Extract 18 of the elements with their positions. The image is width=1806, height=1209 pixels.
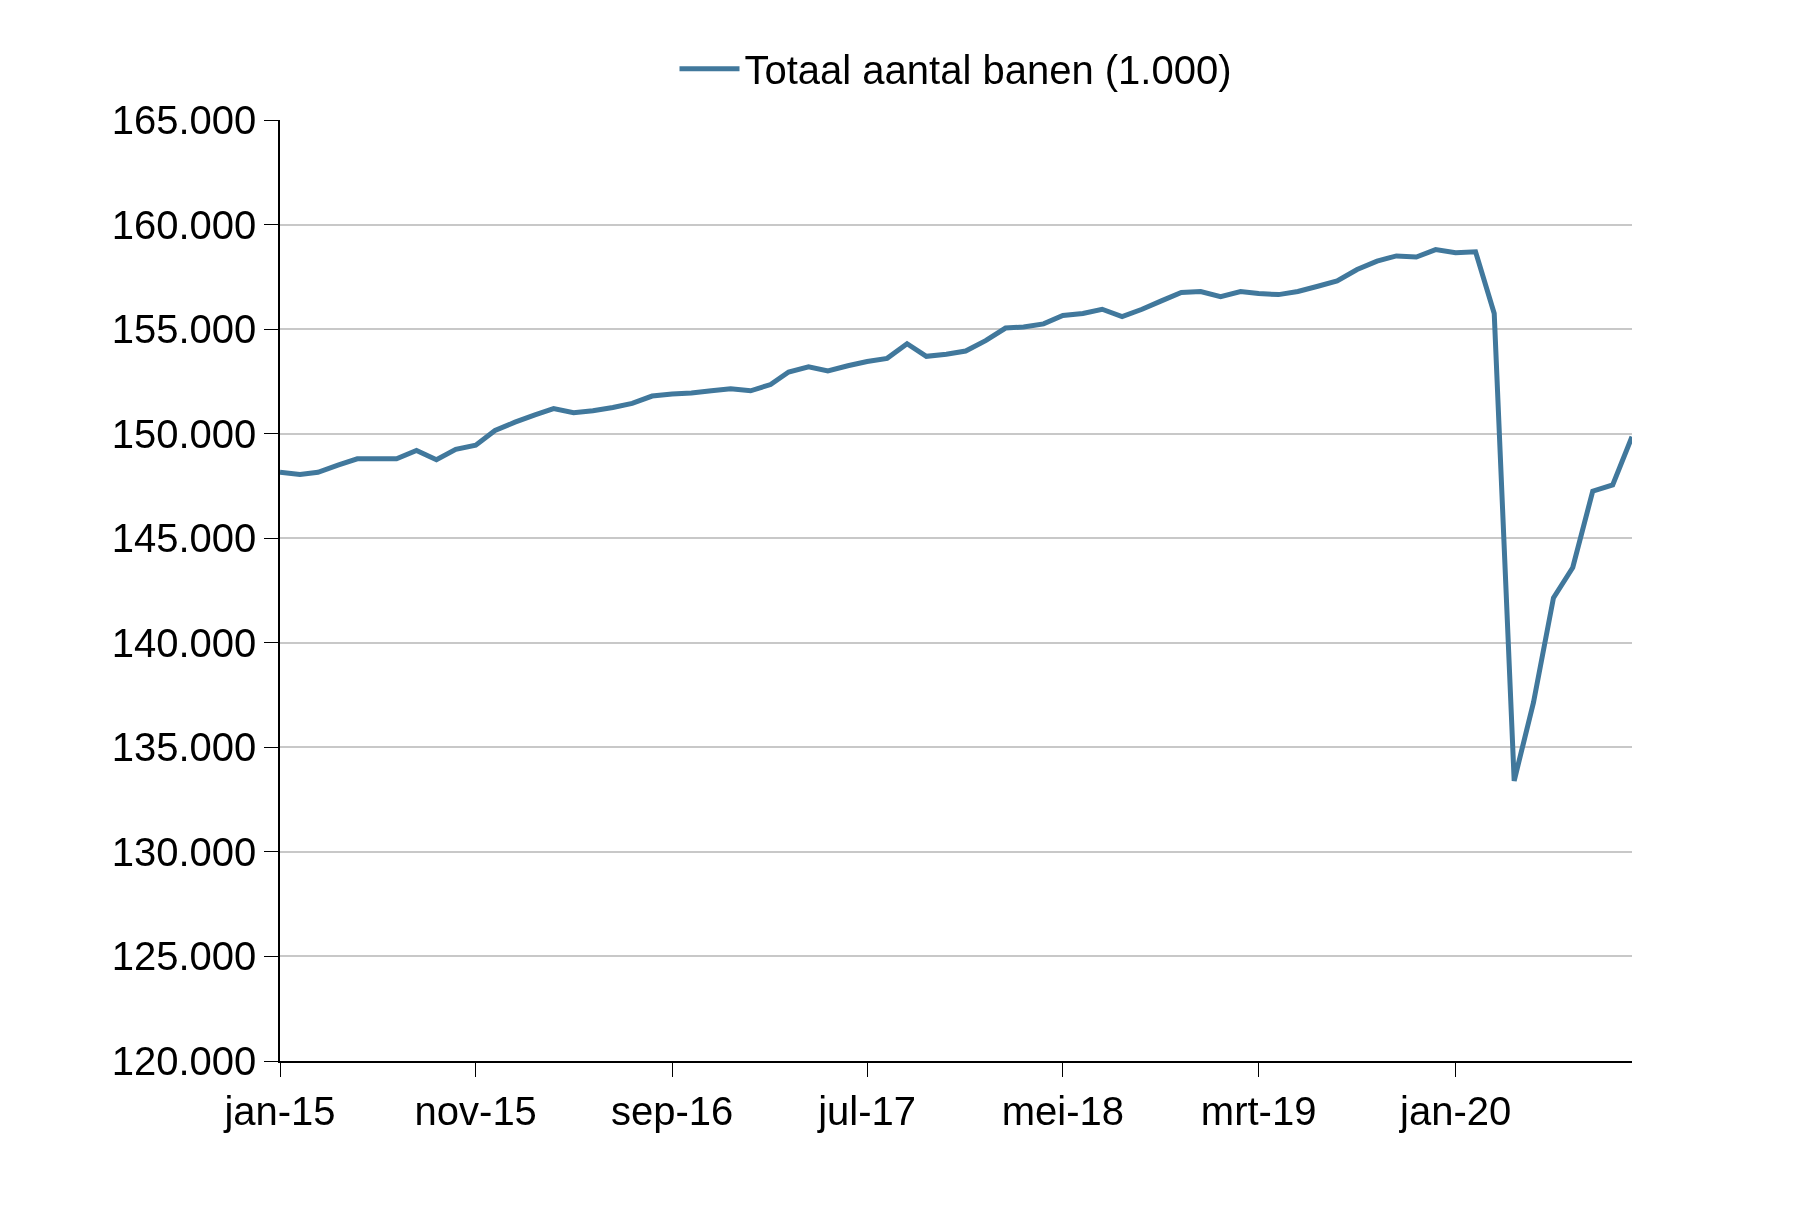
x-tick-label: nov-15 bbox=[414, 1088, 537, 1133]
x-tick-label: jul-17 bbox=[817, 1088, 917, 1133]
y-tick-label: 165.000 bbox=[111, 98, 257, 142]
y-tick-label: 140.000 bbox=[111, 620, 257, 665]
x-tick-label: sep-16 bbox=[610, 1088, 734, 1133]
y-tick-label: 145.000 bbox=[111, 516, 257, 561]
y-tick-label: 125.000 bbox=[111, 934, 257, 979]
y-tick-label: 130.000 bbox=[111, 829, 257, 874]
y-tick-label: 120.000 bbox=[111, 1039, 257, 1083]
y-tick-label: 135.000 bbox=[111, 725, 257, 770]
x-tick-label: jan-20 bbox=[1399, 1088, 1512, 1133]
x-tick-label: jan-15 bbox=[223, 1088, 336, 1133]
y-tick-label: 155.000 bbox=[111, 307, 257, 352]
y-tick-label: 150.000 bbox=[111, 411, 257, 456]
y-tick-label: 160.000 bbox=[111, 202, 257, 247]
legend-label: Totaal aantal banen (1.000) bbox=[744, 48, 1232, 93]
x-tick-label: mrt-19 bbox=[1200, 1088, 1317, 1133]
x-tick-label: mei-18 bbox=[1001, 1088, 1124, 1133]
